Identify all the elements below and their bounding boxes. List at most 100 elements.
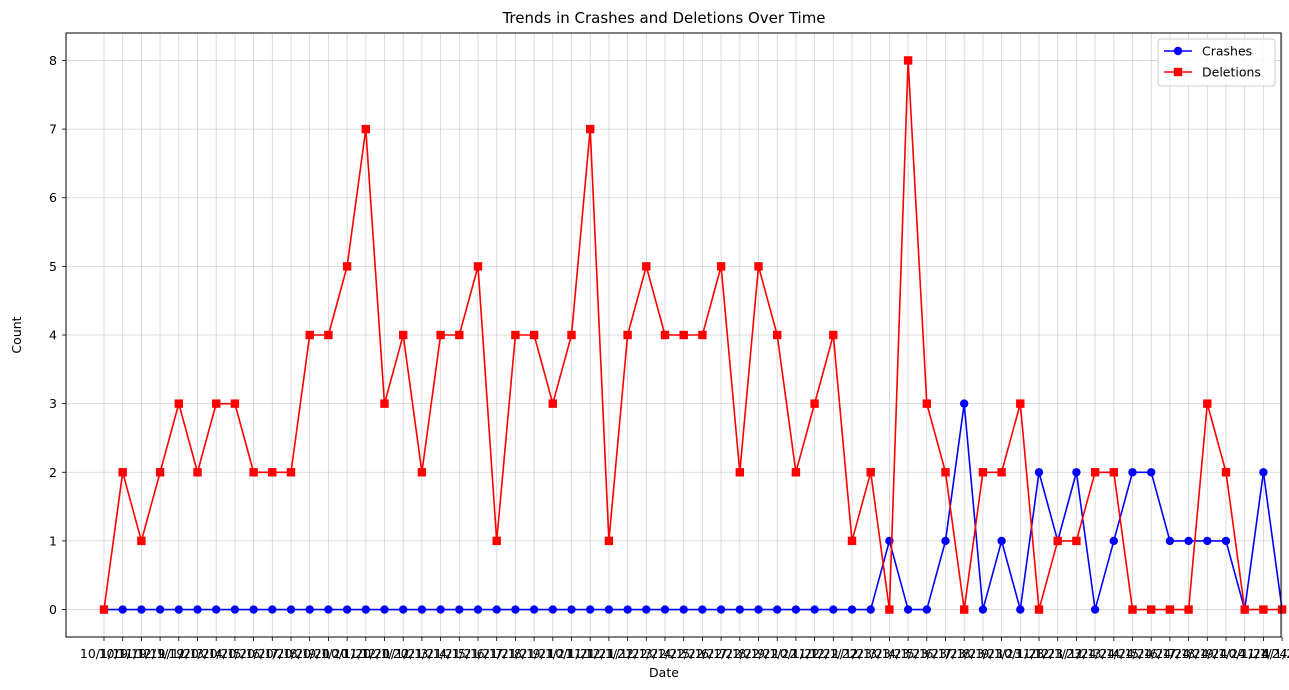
crashes-point	[324, 605, 333, 614]
crashes-point	[399, 605, 408, 614]
deletions-point	[399, 330, 408, 340]
crashes-point	[903, 605, 913, 614]
x-tick-label: 5/1/23	[907, 646, 947, 661]
crashes-point	[1109, 536, 1119, 546]
deletions-point	[922, 399, 931, 408]
crashes-point	[361, 605, 370, 614]
deletions-point	[1259, 605, 1268, 614]
x-tick-label: 1/1/23	[832, 646, 872, 661]
deletions-point	[99, 605, 109, 614]
x-tick-label: 4/1/22	[664, 646, 704, 661]
deletions-point	[1034, 605, 1044, 614]
crashes-point	[660, 605, 670, 614]
crashes-point	[1259, 468, 1268, 477]
x-tick-label: 5/1/24	[1131, 646, 1171, 661]
deletions-point	[230, 399, 240, 408]
x-tick-label: 12/1/22	[809, 646, 857, 661]
crashes-point	[230, 605, 240, 614]
x-tick-label: 6/1/21	[477, 646, 517, 661]
x-tick-label: 9/1/23	[981, 646, 1021, 661]
crashes-point	[118, 605, 127, 614]
x-tick-label: 10/1/24	[1221, 646, 1269, 661]
crashes-point	[810, 605, 819, 614]
x-tick-label: 9/1/24	[1206, 646, 1246, 661]
crashes-point	[866, 605, 875, 614]
deletions-point	[773, 330, 782, 340]
y-tick-label: 5	[49, 259, 57, 274]
x-tick-label: 2/1/20	[177, 646, 217, 661]
y-tick-label: 7	[49, 122, 57, 137]
deletions-point	[1090, 468, 1100, 477]
x-tick-label: 6/1/22	[701, 646, 741, 661]
x-tick-label: 10/1/22	[772, 646, 820, 661]
crashes-point	[529, 605, 539, 614]
x-tick-label: 8/1/22	[738, 646, 778, 661]
deletions-point	[903, 56, 913, 65]
crashes-point	[567, 605, 576, 614]
deletions-point	[660, 330, 670, 340]
crashes-point	[586, 605, 595, 614]
x-tick-label: 10/1/21	[547, 646, 595, 661]
x-tick-label: 1/1/21	[383, 646, 423, 661]
crashes-point	[1016, 605, 1025, 614]
x-tick-label: 4/1/23	[888, 646, 928, 661]
x-tick-label: 3/1/24	[1094, 646, 1134, 661]
deletions-point	[361, 124, 370, 134]
x-tick-label: 6/1/24	[1150, 646, 1190, 661]
x-tick-label: 4/1/20	[215, 646, 255, 661]
deletions-point	[829, 330, 838, 340]
deletions-point	[810, 399, 819, 408]
deletions-point	[286, 468, 296, 477]
x-tick-label: 3/1/23	[869, 646, 909, 661]
crashes-point	[511, 605, 520, 614]
x-tick-label: 10/1/19	[99, 646, 147, 661]
x-tick-label: 11/1/19	[117, 646, 165, 661]
y-tick-label: 2	[49, 465, 57, 480]
deletions-point	[1109, 468, 1118, 477]
crashes-point	[642, 605, 651, 614]
x-tick-label: 10/1/20	[323, 646, 371, 661]
deletions-point	[380, 399, 389, 408]
deletions-point	[436, 330, 445, 340]
x-tick-label: 8/1/23	[963, 646, 1003, 661]
x-tick-label: 11/1/22	[791, 646, 839, 661]
x-tick-label: 5/1/21	[458, 646, 498, 661]
deletions-point	[118, 468, 127, 477]
deletions-point	[455, 330, 464, 340]
crashes-point	[473, 605, 483, 614]
crashes-point	[155, 605, 165, 614]
deletions-point	[249, 468, 258, 477]
crashes-point	[735, 605, 744, 614]
crashes-point	[1072, 468, 1081, 477]
x-tick-label: 4/1/24	[1112, 646, 1152, 661]
deletions-point	[1165, 605, 1175, 614]
deletions-point	[492, 536, 501, 546]
crashes-series-line	[104, 402, 1283, 611]
crashes-point	[754, 605, 763, 614]
x-tick-label: 1/1/24	[1056, 646, 1096, 661]
crashes-point	[417, 605, 427, 614]
x-tick-label: 8/1/24	[1187, 646, 1227, 661]
crashes-point	[1128, 468, 1137, 477]
series-group	[99, 56, 1287, 614]
x-tick-label: 5/1/22	[682, 646, 722, 661]
x-tick-label: 9/1/20	[308, 646, 348, 661]
deletions-point	[1072, 536, 1081, 546]
x-tick-label: 12/1/19	[136, 646, 184, 661]
x-tick-label: 10/1/19	[80, 646, 128, 661]
y-tick-label: 6	[49, 190, 57, 205]
crashes-point	[1090, 605, 1100, 614]
deletions-point	[473, 262, 483, 271]
deletions-series-line	[103, 59, 1283, 611]
deletions-point	[1203, 399, 1212, 408]
deletions-point	[847, 536, 857, 546]
deletions-point	[1053, 536, 1062, 546]
deletions-point	[529, 330, 539, 340]
x-tick-label: 7/1/20	[271, 646, 311, 661]
crashes-point	[960, 399, 969, 408]
legend-deletions-marker	[1173, 67, 1183, 77]
crashes-point	[286, 605, 296, 614]
deletions-point	[735, 468, 744, 477]
crashes-point	[679, 605, 688, 614]
crashes-point	[941, 536, 950, 546]
